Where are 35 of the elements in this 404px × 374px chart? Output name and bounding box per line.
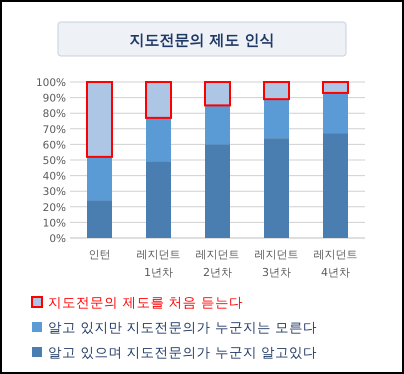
- bar: [323, 92, 348, 134]
- bar: [204, 81, 231, 106]
- x-tick-label: 레지던트 1년차: [136, 248, 180, 279]
- y-tick-label: 80%: [42, 108, 66, 120]
- bar: [87, 200, 112, 238]
- chart-title: 지도전문의 제도 인식: [129, 31, 275, 49]
- y-tick-label: 20%: [42, 202, 66, 214]
- y-tick-label: 30%: [42, 186, 66, 198]
- y-tick-label: 70%: [42, 124, 66, 136]
- bar: [145, 81, 172, 119]
- x-tick-label: 레지던트 2년차: [196, 248, 240, 279]
- bar: [263, 81, 290, 100]
- y-tick-label: 40%: [42, 170, 66, 183]
- x-tick-label: 레지던트 3년차: [254, 248, 298, 279]
- bar: [323, 133, 348, 238]
- bar: [205, 105, 230, 144]
- legend-label: 알고 있지만 지도전문의가 누군지는 모른다: [48, 320, 318, 336]
- y-tick-label: 100%: [36, 77, 66, 89]
- x-tick-label: 인턴: [88, 248, 110, 261]
- bar: [86, 81, 113, 158]
- y-tick-label: 60%: [42, 139, 66, 152]
- bar: [205, 144, 230, 238]
- y-tick-label: 10%: [42, 217, 66, 230]
- legend-label: 지도전문의 제도를 처음 듣는다: [48, 295, 243, 311]
- y-tick-label: 50%: [42, 155, 66, 167]
- legend-label: 알고 있으며 지도전문의가 누군지 알고있다: [48, 345, 318, 361]
- bar: [87, 156, 112, 201]
- bar: [264, 99, 289, 138]
- bar: [264, 138, 289, 238]
- y-tick-label: 0%: [49, 233, 66, 245]
- y-tick-label: 90%: [42, 92, 66, 105]
- bar: [146, 118, 171, 162]
- bar: [322, 81, 349, 94]
- x-tick-label: 레지던트 4년차: [314, 248, 358, 279]
- bar: [146, 162, 171, 238]
